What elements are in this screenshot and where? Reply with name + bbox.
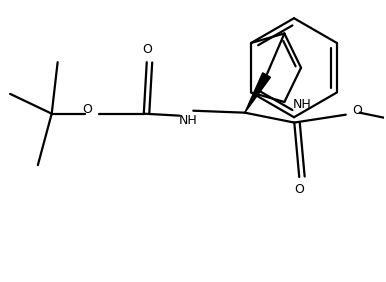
Text: O: O [294, 183, 304, 197]
Text: O: O [83, 103, 92, 116]
Text: O: O [353, 104, 362, 117]
Polygon shape [245, 73, 271, 113]
Text: O: O [142, 43, 152, 56]
Text: NH: NH [179, 114, 198, 127]
Text: NH: NH [292, 98, 311, 111]
